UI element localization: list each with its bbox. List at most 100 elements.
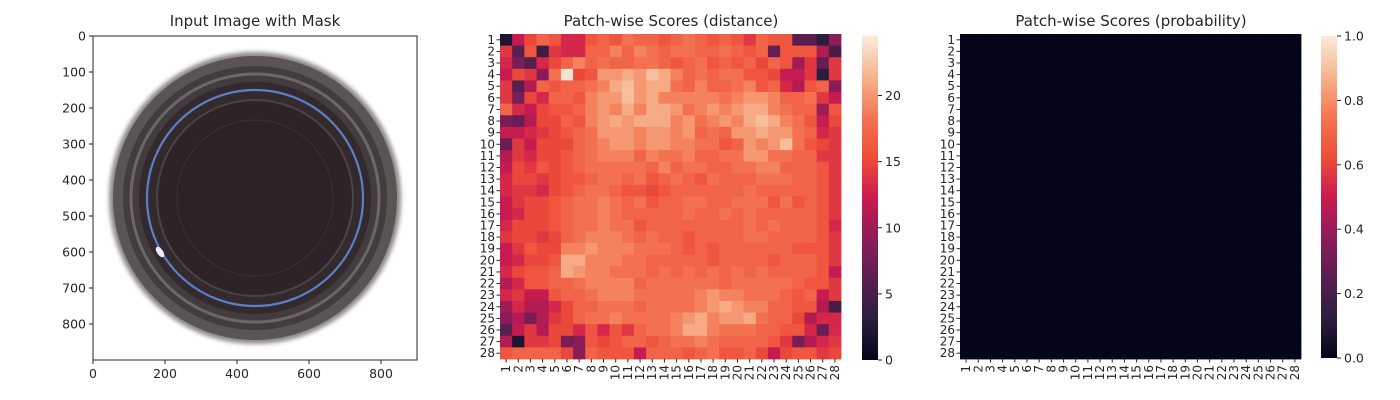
heatmap-cell bbox=[633, 103, 647, 116]
heatmap-cell bbox=[780, 173, 793, 186]
heatmap-y-tick-label: 4 bbox=[947, 68, 955, 82]
heatmap-x-tick-label: 10 bbox=[609, 365, 623, 380]
heatmap-cell bbox=[1215, 34, 1229, 47]
heatmap-cell bbox=[1142, 277, 1156, 290]
heatmap-cell bbox=[1288, 126, 1302, 139]
heatmap-cell bbox=[1106, 115, 1119, 128]
heatmap-cell bbox=[816, 335, 830, 348]
heatmap-cell bbox=[1118, 68, 1131, 81]
heatmap-cell bbox=[1240, 173, 1253, 186]
heatmap-cell bbox=[1240, 254, 1253, 267]
heatmap-cell bbox=[1203, 45, 1217, 58]
heatmap-cell bbox=[816, 161, 830, 174]
heatmap-cell bbox=[1252, 126, 1265, 139]
heatmap-cell bbox=[1191, 266, 1204, 279]
heatmap-cell bbox=[767, 138, 781, 151]
heatmap-cell bbox=[621, 312, 635, 325]
heatmap-cell bbox=[1093, 150, 1107, 163]
heatmap-cell bbox=[1069, 103, 1083, 116]
heatmap-cell bbox=[1045, 115, 1058, 128]
heatmap-cell bbox=[682, 242, 696, 255]
heatmap-cell bbox=[597, 80, 611, 93]
heatmap-cell bbox=[536, 138, 550, 151]
heatmap-cell bbox=[1227, 57, 1241, 70]
heatmap-cell bbox=[1045, 277, 1058, 290]
heatmap-cell bbox=[755, 92, 769, 105]
heatmap-cell bbox=[621, 347, 635, 360]
heatmap-y-tick-label: 13 bbox=[480, 172, 495, 186]
heatmap-cell bbox=[719, 289, 732, 302]
heatmap-cell bbox=[1057, 347, 1071, 360]
heatmap-cell bbox=[755, 254, 769, 267]
heatmap-cell bbox=[1154, 335, 1168, 348]
heatmap-cell bbox=[682, 34, 696, 47]
heatmap-x-tick-label: 7 bbox=[572, 365, 586, 373]
heatmap-cell bbox=[780, 138, 793, 151]
heatmap-cell bbox=[1264, 150, 1278, 163]
colorbar-tick-label: 0 bbox=[885, 353, 893, 368]
heatmap-cell bbox=[731, 161, 744, 174]
heatmap-cell bbox=[972, 289, 985, 302]
heatmap-cell bbox=[536, 277, 550, 290]
heatmap-cell bbox=[1045, 312, 1058, 325]
heatmap-x-tick-label: 15 bbox=[1130, 365, 1144, 380]
heatmap-y-tick-label: 11 bbox=[480, 149, 495, 163]
heatmap-cell bbox=[1191, 335, 1204, 348]
heatmap-cell bbox=[1276, 103, 1290, 116]
heatmap-cell bbox=[633, 80, 647, 93]
heatmap-cell bbox=[1106, 173, 1119, 186]
heatmap-cell bbox=[1227, 173, 1241, 186]
heatmap-cell bbox=[828, 68, 842, 81]
heatmap-cell bbox=[1118, 242, 1131, 255]
heatmap-cell bbox=[1130, 138, 1144, 151]
heatmap-cell bbox=[1118, 300, 1131, 313]
heatmap-cell bbox=[1069, 289, 1083, 302]
heatmap-cell bbox=[1179, 57, 1192, 70]
heatmap-cell bbox=[1203, 242, 1217, 255]
heatmap-cell bbox=[755, 242, 769, 255]
heatmap-cell bbox=[707, 196, 720, 209]
heatmap-cell bbox=[828, 45, 842, 58]
heatmap-cell bbox=[1142, 161, 1156, 174]
heatmap-cell bbox=[694, 184, 708, 197]
heatmap-cell bbox=[1264, 219, 1278, 232]
heatmap-cell bbox=[1142, 184, 1156, 197]
heatmap-cell bbox=[694, 34, 708, 47]
heatmap-cell bbox=[1264, 68, 1278, 81]
heatmap-cell bbox=[670, 126, 684, 139]
heatmap-cell bbox=[1215, 266, 1229, 279]
heatmap-cell bbox=[573, 68, 586, 81]
heatmap-cell bbox=[719, 138, 732, 151]
heatmap-cell bbox=[536, 161, 550, 174]
heatmap-cell bbox=[960, 45, 973, 58]
heatmap-cell bbox=[646, 103, 659, 116]
heatmap-cell bbox=[597, 231, 611, 244]
heatmap-cell bbox=[1288, 57, 1302, 70]
heatmap-cell bbox=[828, 103, 842, 116]
heatmap-cell bbox=[960, 242, 973, 255]
heatmap-cell bbox=[1227, 254, 1241, 267]
heatmap-cell bbox=[1276, 68, 1290, 81]
heatmap-cell bbox=[658, 196, 671, 209]
heatmap-y-tick-label: 1 bbox=[487, 33, 495, 47]
heatmap-cell bbox=[1167, 34, 1180, 47]
heatmap-cell bbox=[524, 115, 537, 128]
heatmap-cell bbox=[1288, 138, 1302, 151]
heatmap-cell bbox=[694, 115, 708, 128]
heatmap-x-tick-label: 10 bbox=[1069, 365, 1083, 380]
heatmap-cell bbox=[996, 208, 1010, 221]
heatmap-cell bbox=[1179, 196, 1192, 209]
heatmap-cell bbox=[573, 45, 586, 58]
heatmap-cell bbox=[984, 173, 997, 186]
heatmap-cell bbox=[658, 34, 671, 47]
heatmap-cell bbox=[1118, 208, 1131, 221]
heatmap-cell bbox=[828, 347, 842, 360]
heatmap-cell bbox=[1033, 347, 1046, 360]
heatmap-cell bbox=[755, 34, 769, 47]
heatmap-cell bbox=[1288, 208, 1302, 221]
heatmap-cell bbox=[1276, 347, 1290, 360]
heatmap-cell bbox=[682, 347, 696, 360]
heatmap-cell bbox=[804, 173, 818, 186]
heatmap-cell bbox=[585, 300, 598, 313]
heatmap-cell bbox=[646, 92, 659, 105]
